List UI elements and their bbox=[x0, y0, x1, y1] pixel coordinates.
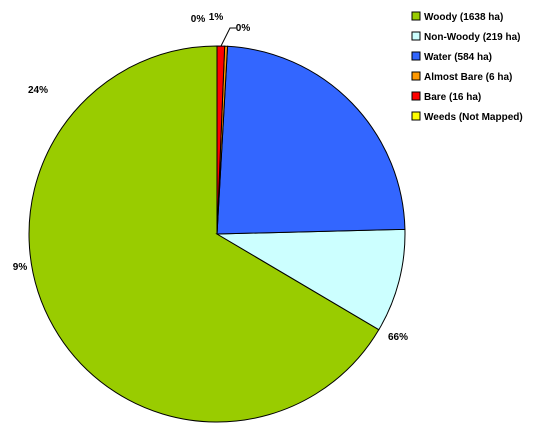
pie-slice-4 bbox=[216, 45, 226, 235]
slice-label-1: 9% bbox=[13, 262, 28, 273]
pie-slices bbox=[28, 45, 406, 423]
legend-label-2: Water (584 ha) bbox=[424, 52, 492, 63]
slice-label-2: 24% bbox=[28, 85, 48, 96]
slice-label-3: 0% bbox=[191, 14, 206, 25]
pie-slice-0 bbox=[28, 45, 380, 423]
legend-swatch-3 bbox=[411, 71, 421, 81]
slice-labels: 66%9%24%0% 1%0% bbox=[13, 12, 408, 343]
legend-label-3: Almost Bare (6 ha) bbox=[424, 72, 512, 83]
legend: Woody (1638 ha) Non-Woody (219 ha) Water (… bbox=[411, 11, 523, 123]
legend-swatch-4 bbox=[411, 91, 421, 101]
legend-swatch-1 bbox=[411, 31, 421, 41]
legend-label-4: Bare (16 ha) bbox=[424, 92, 481, 103]
leader-lines bbox=[220, 27, 236, 47]
legend-label-1: Non-Woody (219 ha) bbox=[424, 32, 520, 43]
legend-label-0: Woody (1638 ha) bbox=[424, 12, 503, 23]
legend-swatch-2 bbox=[411, 51, 421, 61]
legend-swatch-5 bbox=[411, 111, 421, 121]
slice-label-4: 1% bbox=[209, 12, 224, 23]
legend-label-5: Weeds (Not Mapped) bbox=[424, 112, 523, 123]
pie-slice-1 bbox=[215, 228, 406, 331]
pie-slice-2 bbox=[216, 45, 406, 235]
slice-label-5: 0% bbox=[236, 23, 251, 34]
leader-line bbox=[220, 27, 236, 47]
legend-swatch-0 bbox=[411, 11, 421, 21]
slice-label-0: 66% bbox=[388, 332, 408, 343]
